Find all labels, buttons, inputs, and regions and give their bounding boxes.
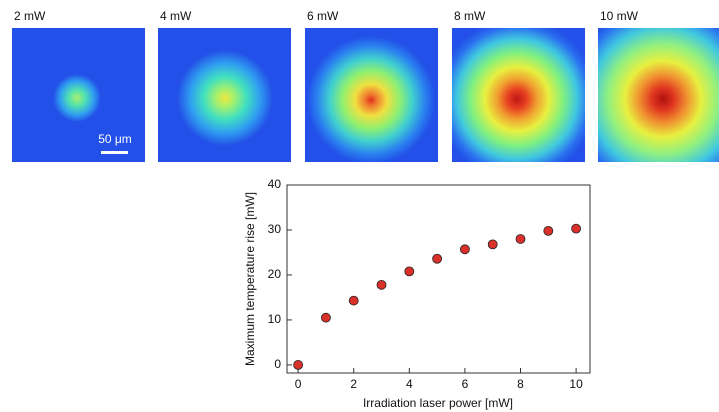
panel-label: 10 mW [600,9,639,23]
x-tick-label: 6 [462,377,469,391]
panel-label: 8 mW [454,9,486,23]
point [348,295,359,306]
scale-bar [101,151,128,154]
x-tick-label: 4 [406,377,413,391]
y-tick-label: 40 [268,177,282,191]
panel-label: 2 mW [14,9,46,23]
point [487,239,498,250]
x-tick-label: 8 [517,377,524,391]
heatmap [598,28,719,162]
point [404,266,415,277]
point [293,360,304,370]
y-tick-label: 20 [268,267,282,281]
y-tick-label: 30 [268,222,282,236]
y-tick-label: 0 [274,357,281,371]
y-tick-label: 10 [268,312,282,326]
panel-label: 4 mW [160,9,192,23]
point [515,234,526,244]
x-tick-label: 2 [350,377,357,391]
x-axis-label: Irradiation laser power [mW] [363,396,513,410]
scale-bar-label: 50 μm [98,132,132,146]
heatmap [305,28,438,162]
plot-frame [286,184,591,374]
heatmap [158,28,291,162]
point [571,223,582,234]
panel-label: 6 mW [307,9,339,23]
point [543,225,554,236]
point [376,279,387,290]
x-tick-label: 10 [569,377,583,391]
x-tick-label: 0 [295,377,302,391]
point [432,253,443,264]
point [321,312,331,323]
y-axis-label: Maximum temperature rise [mW] [243,192,257,366]
point [460,244,470,255]
heatmap [452,28,585,162]
heatmap [12,28,145,162]
